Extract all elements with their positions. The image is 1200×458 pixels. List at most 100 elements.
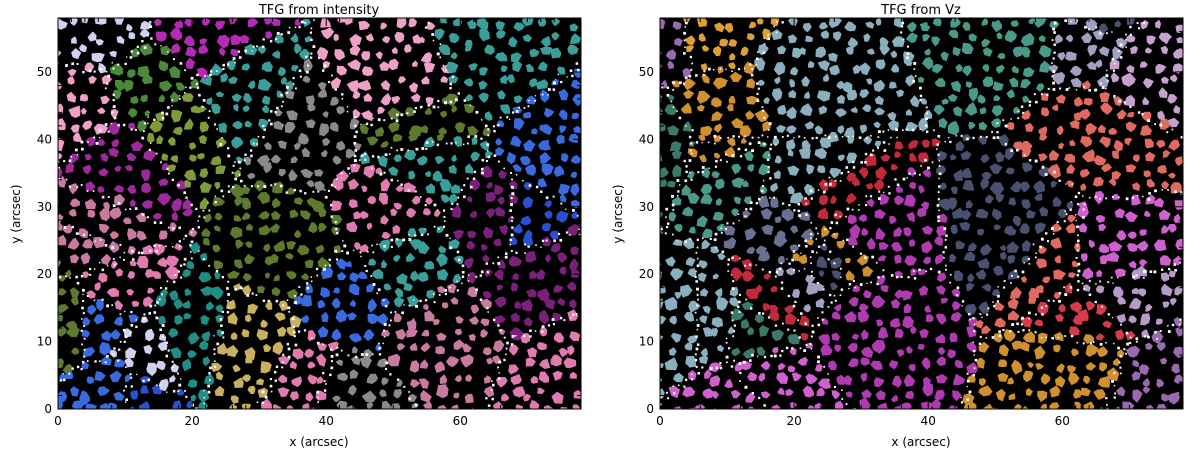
boundary-lane-segment <box>1063 220 1066 223</box>
boundary-lane-segment <box>1107 281 1110 284</box>
boundary-lane-segment <box>448 286 451 289</box>
boundary-lane-segment <box>942 251 945 254</box>
boundary-lane-segment <box>762 179 765 182</box>
boundary-lane-segment <box>1117 346 1120 350</box>
boundary-lane-segment <box>322 372 325 375</box>
granule-cell <box>569 331 581 343</box>
boundary-lane-segment <box>335 178 338 181</box>
granule-cell <box>1054 34 1063 44</box>
boundary-lane-segment <box>1149 270 1153 273</box>
boundary-lane-segment <box>528 184 532 187</box>
granule-cell <box>58 151 63 160</box>
granule-cell <box>1035 362 1044 370</box>
granule-cell <box>975 208 989 219</box>
granule-cell <box>995 151 1005 163</box>
boundary-lane-segment <box>896 136 898 139</box>
boundary-lane-segment <box>119 243 122 246</box>
boundary-lane-segment <box>660 228 663 230</box>
boundary-lane-segment <box>125 366 127 368</box>
granule-cell <box>787 185 795 195</box>
granule-cell <box>861 389 872 398</box>
boundary-lane-segment <box>1004 124 1008 128</box>
boundary-lane-segment <box>919 86 922 90</box>
boundary-lane-segment <box>523 334 526 338</box>
granule-cell <box>800 228 815 241</box>
boundary-lane-segment <box>485 124 488 128</box>
granule-cell <box>771 404 782 409</box>
granule-cell <box>777 104 787 115</box>
granule-cell <box>410 93 421 102</box>
granule-cell <box>686 45 695 53</box>
boundary-lane-segment <box>505 252 508 255</box>
boundary-lane-segment <box>534 330 537 332</box>
granule-cell <box>345 148 356 159</box>
boundary-lane-segment <box>731 319 734 322</box>
granule-cell <box>873 121 881 129</box>
granule-cell <box>211 103 221 115</box>
boundary-lane-segment <box>329 373 332 377</box>
boundary-lane-segment <box>384 304 388 308</box>
granule-cell <box>551 32 560 41</box>
granule-cell <box>395 185 404 192</box>
granule-cell <box>417 271 429 283</box>
boundary-lane-segment <box>672 385 675 387</box>
boundary-lane-segment <box>291 317 295 321</box>
boundary-lane-segment <box>208 264 211 267</box>
granule-cell <box>396 18 408 29</box>
boundary-lane-segment <box>760 189 764 193</box>
boundary-lane-segment <box>1106 407 1109 409</box>
boundary-lane-segment <box>955 135 958 137</box>
boundary-lane-segment <box>279 184 283 188</box>
boundary-lane-segment <box>691 129 694 132</box>
boundary-lane-segment <box>816 251 818 254</box>
granule-cell <box>552 313 562 322</box>
granule-cell <box>494 269 504 281</box>
granule-cell <box>198 134 208 145</box>
boundary-lane-segment <box>919 94 923 98</box>
granule-cell <box>1022 67 1035 78</box>
granule-cell <box>978 121 988 131</box>
granule-cell <box>216 34 231 49</box>
granule-cell <box>876 319 884 327</box>
granule-cell <box>818 105 828 115</box>
granule-cell <box>490 408 492 409</box>
boundary-lane-segment <box>944 246 947 249</box>
granule-cell <box>918 285 929 296</box>
boundary-lane-segment <box>858 209 860 211</box>
granule-cell <box>949 332 958 343</box>
boundary-lane-segment <box>563 319 566 322</box>
boundary-lane-segment <box>725 153 728 156</box>
granule-cell <box>558 109 568 120</box>
granule-cell <box>493 184 504 195</box>
granule-cell <box>559 193 567 203</box>
boundary-lane-segment <box>865 204 868 207</box>
boundary-lane-segment <box>334 185 337 188</box>
granule-cell <box>1064 282 1073 294</box>
boundary-lane-segment <box>130 385 133 388</box>
boundary-lane-segment <box>130 324 134 327</box>
granule-cell <box>1042 276 1051 284</box>
granule-cell <box>247 385 256 395</box>
granule-cell <box>560 153 569 162</box>
granule-cell <box>292 348 304 360</box>
granule-cell <box>998 344 1009 357</box>
granule-cell <box>68 208 77 217</box>
boundary-lane-segment <box>82 312 85 315</box>
boundary-lane-segment <box>805 245 808 248</box>
granule-cell <box>962 133 972 142</box>
granule-cell <box>950 18 961 28</box>
boundary-lane-segment <box>1120 372 1122 375</box>
boundary-lane-segment <box>117 123 120 127</box>
boundary-lane-segment <box>558 233 561 235</box>
granule-cell <box>712 45 722 57</box>
boundary-lane-segment <box>262 124 265 127</box>
boundary-lane-segment <box>425 141 429 144</box>
granule-cell <box>170 347 182 359</box>
boundary-lane-segment <box>129 208 132 210</box>
boundary-lane-segment <box>972 349 976 353</box>
granule-cell <box>845 391 853 398</box>
boundary-lane-segment <box>810 197 813 200</box>
granule-cell <box>482 127 492 137</box>
granule-cell <box>1036 83 1045 92</box>
granule-cell <box>158 178 169 186</box>
